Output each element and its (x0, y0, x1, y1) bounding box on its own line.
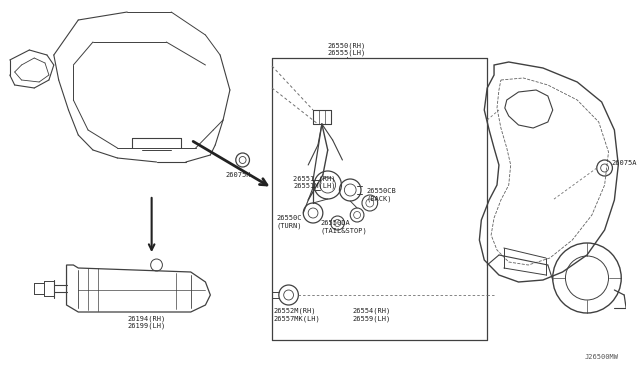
Text: 26552M(RH)
26557MK(LH): 26552M(RH) 26557MK(LH) (274, 308, 321, 322)
Text: J26500MW: J26500MW (584, 354, 618, 360)
Text: 26550DA
(TAIL&STOP): 26550DA (TAIL&STOP) (321, 220, 367, 234)
Text: 26075H: 26075H (225, 172, 250, 178)
Text: 26075A: 26075A (611, 160, 637, 166)
Text: 26551 (RH)
26551M(LH): 26551 (RH) 26551M(LH) (294, 175, 336, 189)
Text: 26194(RH)
26199(LH): 26194(RH) 26199(LH) (127, 315, 166, 329)
Text: 26550C
(TURN): 26550C (TURN) (277, 215, 302, 228)
Text: 26550(RH)
26555(LH): 26550(RH) 26555(LH) (328, 42, 366, 56)
Text: 26554(RH)
26559(LH): 26554(RH) 26559(LH) (352, 308, 390, 322)
Text: 26550CB
(BACK): 26550CB (BACK) (367, 188, 397, 202)
